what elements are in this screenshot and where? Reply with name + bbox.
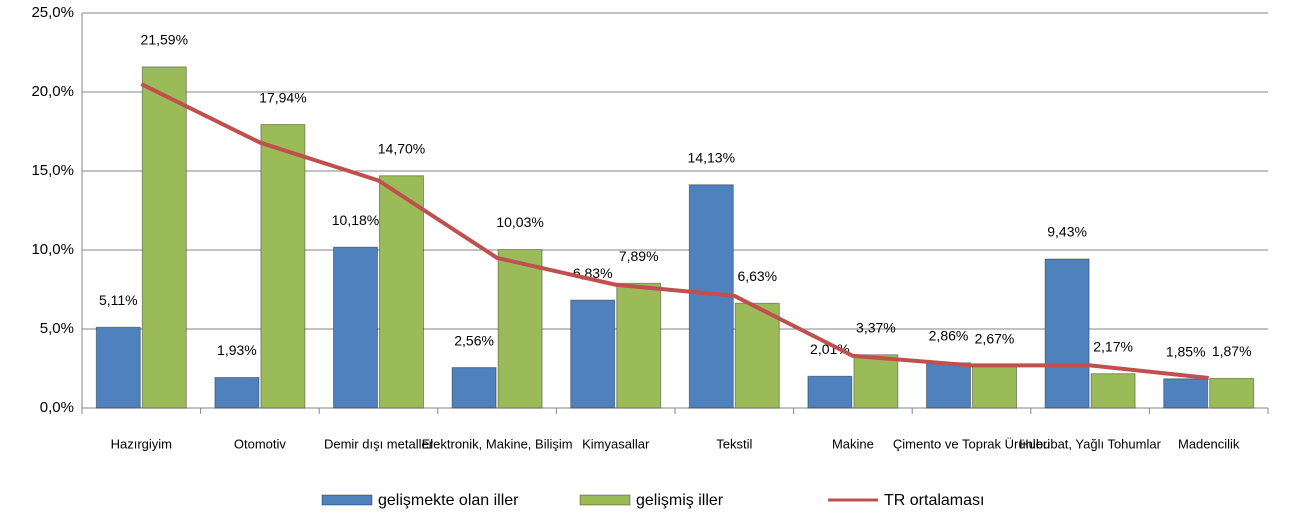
bar bbox=[1163, 378, 1209, 409]
data-label: 10,18% bbox=[332, 212, 379, 228]
data-label: 3,37% bbox=[856, 319, 896, 335]
data-label: 7,89% bbox=[619, 248, 659, 264]
bar bbox=[972, 365, 1017, 409]
bar bbox=[95, 326, 141, 409]
x-tick-label: Kimyasallar bbox=[582, 436, 650, 451]
legend-swatch bbox=[579, 494, 631, 506]
bar bbox=[214, 377, 260, 409]
bar bbox=[451, 367, 497, 409]
data-label: 9,43% bbox=[1047, 224, 1087, 240]
bar bbox=[1209, 377, 1255, 409]
data-label: 6,63% bbox=[737, 268, 777, 284]
x-tick-label: Tekstil bbox=[716, 436, 752, 451]
data-label: 2,86% bbox=[929, 328, 969, 344]
y-tick-label: 25,0% bbox=[31, 4, 74, 21]
bar bbox=[853, 354, 899, 409]
data-label: 10,03% bbox=[496, 214, 543, 230]
data-label: 14,13% bbox=[688, 149, 735, 165]
x-tick-label: Hazırgiyim bbox=[111, 436, 172, 451]
x-tick-label: Demir dışı metaller bbox=[324, 436, 434, 451]
data-label: 2,67% bbox=[975, 331, 1015, 347]
x-tick-label: Madencilik bbox=[1178, 436, 1240, 451]
bar bbox=[379, 175, 424, 409]
data-label: 21,59% bbox=[141, 32, 188, 48]
data-label: 14,70% bbox=[378, 140, 425, 156]
data-label: 1,93% bbox=[217, 342, 257, 358]
data-label: 2,17% bbox=[1093, 338, 1133, 354]
y-tick-label: 5,0% bbox=[40, 320, 74, 337]
x-tick-label: Makine bbox=[832, 436, 874, 451]
y-tick-label: 15,0% bbox=[31, 162, 74, 179]
y-tick-label: 10,0% bbox=[31, 241, 74, 258]
x-tick-label: Hububat, Yağlı Tohumlar bbox=[1019, 436, 1161, 451]
bar bbox=[926, 362, 971, 409]
data-label: 1,85% bbox=[1166, 343, 1206, 359]
bar bbox=[141, 66, 187, 409]
bar bbox=[734, 302, 780, 409]
bar bbox=[1090, 373, 1136, 409]
line-series bbox=[140, 82, 1209, 380]
y-tick-label: 20,0% bbox=[31, 83, 74, 100]
data-label: 2,56% bbox=[454, 332, 494, 348]
x-tick-label: Çimento ve Toprak Ürünleri bbox=[893, 436, 1050, 451]
legend-label: gelişmekte olan iller bbox=[378, 492, 519, 509]
bar bbox=[1044, 258, 1090, 409]
legend-label: gelişmiş iller bbox=[636, 492, 724, 509]
bar bbox=[497, 249, 543, 409]
bar bbox=[333, 246, 378, 409]
data-label: 17,94% bbox=[259, 89, 306, 105]
bar bbox=[570, 299, 616, 409]
bar bbox=[260, 124, 306, 409]
legend-label: TR ortalaması bbox=[884, 492, 984, 509]
legend-swatch bbox=[321, 494, 373, 506]
data-label: 2,01% bbox=[810, 341, 850, 357]
data-label: 1,87% bbox=[1212, 343, 1252, 359]
bar bbox=[807, 375, 853, 409]
x-tick-label: Otomotiv bbox=[234, 436, 287, 451]
x-tick-label: Elektronik, Makine, Bilişim bbox=[422, 436, 573, 451]
data-label: 5,11% bbox=[99, 292, 138, 308]
bar bbox=[616, 282, 662, 409]
y-tick-label: 0,0% bbox=[40, 399, 74, 416]
